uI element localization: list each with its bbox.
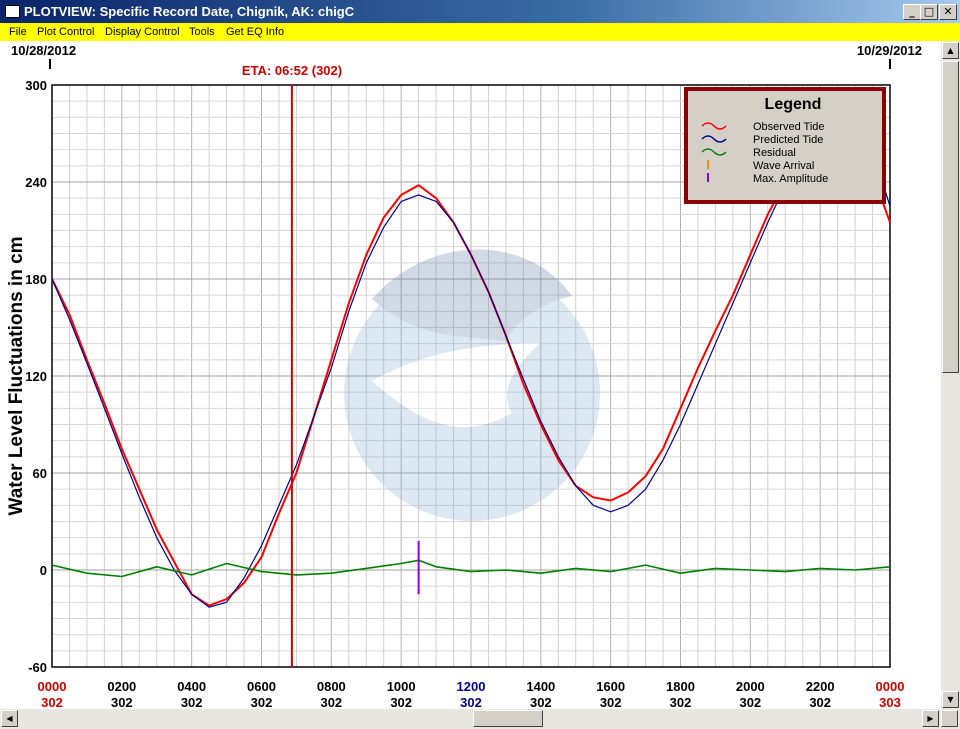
y-tick-label: -60 (28, 660, 47, 675)
x-tick-time: 0400 (177, 679, 206, 694)
vertical-scroll-thumb[interactable] (942, 61, 959, 373)
app-icon (5, 5, 20, 18)
x-tick-time: 2000 (736, 679, 765, 694)
legend-item-label: Wave Arrival (753, 160, 814, 172)
minimize-icon[interactable]: _ (903, 4, 921, 20)
window-title: PLOTVIEW: Specific Record Date, Chignik,… (24, 4, 355, 19)
horizontal-scroll-thumb[interactable] (473, 710, 543, 727)
x-tick-day: 302 (809, 695, 831, 709)
y-tick-label: 0 (40, 563, 47, 578)
maximize-icon[interactable]: □ (920, 4, 938, 20)
y-tick-label: 120 (25, 369, 47, 384)
series-predicted-tide (51, 124, 891, 608)
y-tick-label: 180 (25, 272, 47, 287)
close-icon[interactable]: ✕ (939, 4, 957, 20)
x-tick-time: 1400 (526, 679, 555, 694)
chart-axes (51, 84, 891, 668)
resize-grip[interactable] (941, 710, 958, 727)
x-tick-time: 0600 (247, 679, 276, 694)
x-tick-time: 2200 (806, 679, 835, 694)
x-tick-day: 303 (879, 695, 901, 709)
y-tick-label: 60 (33, 466, 47, 481)
plot-frame (51, 84, 891, 668)
x-tick-day: 302 (390, 695, 412, 709)
scroll-up-icon[interactable]: ▲ (942, 42, 959, 59)
x-tick-day: 302 (530, 695, 552, 709)
scroll-left-icon[interactable]: ◀ (1, 710, 18, 727)
legend-item-label: Max. Amplitude (753, 173, 828, 185)
eta-label: ETA: 06:52 (302) (242, 63, 342, 78)
legend-item-label: Predicted Tide (753, 134, 823, 146)
x-tick-time: 0000 (876, 679, 905, 694)
chart-series (51, 124, 891, 608)
title-bar[interactable]: PLOTVIEW: Specific Record Date, Chignik,… (0, 0, 960, 23)
x-tick-day: 302 (739, 695, 761, 709)
y-tick-label: 300 (25, 78, 47, 93)
legend-symbol (701, 122, 727, 130)
legend-title: Legend (765, 96, 822, 113)
scroll-down-icon[interactable]: ▼ (942, 691, 959, 708)
x-tick-day: 302 (111, 695, 133, 709)
menu-get-eq-info[interactable]: Get EQ Info (226, 26, 285, 38)
x-tick-time: 0800 (317, 679, 346, 694)
series-residual (51, 559, 891, 578)
menu-display-control[interactable]: Display Control (105, 26, 180, 38)
legend-frame (684, 87, 886, 204)
x-tick-day: 302 (670, 695, 692, 709)
legend-symbol (701, 148, 727, 156)
noaa-logo-watermark (344, 249, 600, 521)
scroll-right-icon[interactable]: ▶ (922, 710, 939, 727)
menu-tools[interactable]: Tools (189, 26, 215, 38)
legend-item-label: Observed Tide (753, 121, 825, 133)
x-tick-day: 302 (41, 695, 63, 709)
x-tick-time: 1000 (387, 679, 416, 694)
x-tick-day: 302 (600, 695, 622, 709)
menu-bar: File Plot Control Display Control Tools … (0, 23, 960, 41)
horizontal-scrollbar[interactable]: ◀ ▶ (0, 709, 960, 729)
x-tick-time: 1800 (666, 679, 695, 694)
y-axis-label: Water Level Fluctuations in cm (6, 236, 27, 515)
vertical-scrollbar[interactable]: ▲ ▼ (941, 41, 960, 709)
y-tick-label: 240 (25, 175, 47, 190)
plot-area: -60 0 60 120 180 240 300 0000 302 0200 302 0400 302… (0, 41, 941, 710)
x-tick-time: 0000 (38, 679, 67, 694)
x-tick-day: 302 (460, 695, 482, 709)
x-tick-time: 1200 (457, 679, 486, 694)
legend-item-label: Residual (753, 147, 796, 159)
start-date: 10/28/2012 (11, 43, 76, 58)
menu-plot-control[interactable]: Plot Control (37, 26, 95, 38)
y-tick-labels: -60 0 60 120 180 240 300 (25, 78, 47, 675)
x-tick-time: 1600 (596, 679, 625, 694)
x-tick-time: 0200 (107, 679, 136, 694)
end-date: 10/29/2012 (857, 43, 922, 58)
x-tick-day: 302 (320, 695, 342, 709)
menu-file[interactable]: File (9, 26, 27, 38)
x-tick-day: 302 (181, 695, 203, 709)
x-tick-day: 302 (251, 695, 273, 709)
x-tick-labels: 0000302020030204003020600302080030210003… (38, 679, 905, 710)
legend-symbol (701, 135, 727, 143)
